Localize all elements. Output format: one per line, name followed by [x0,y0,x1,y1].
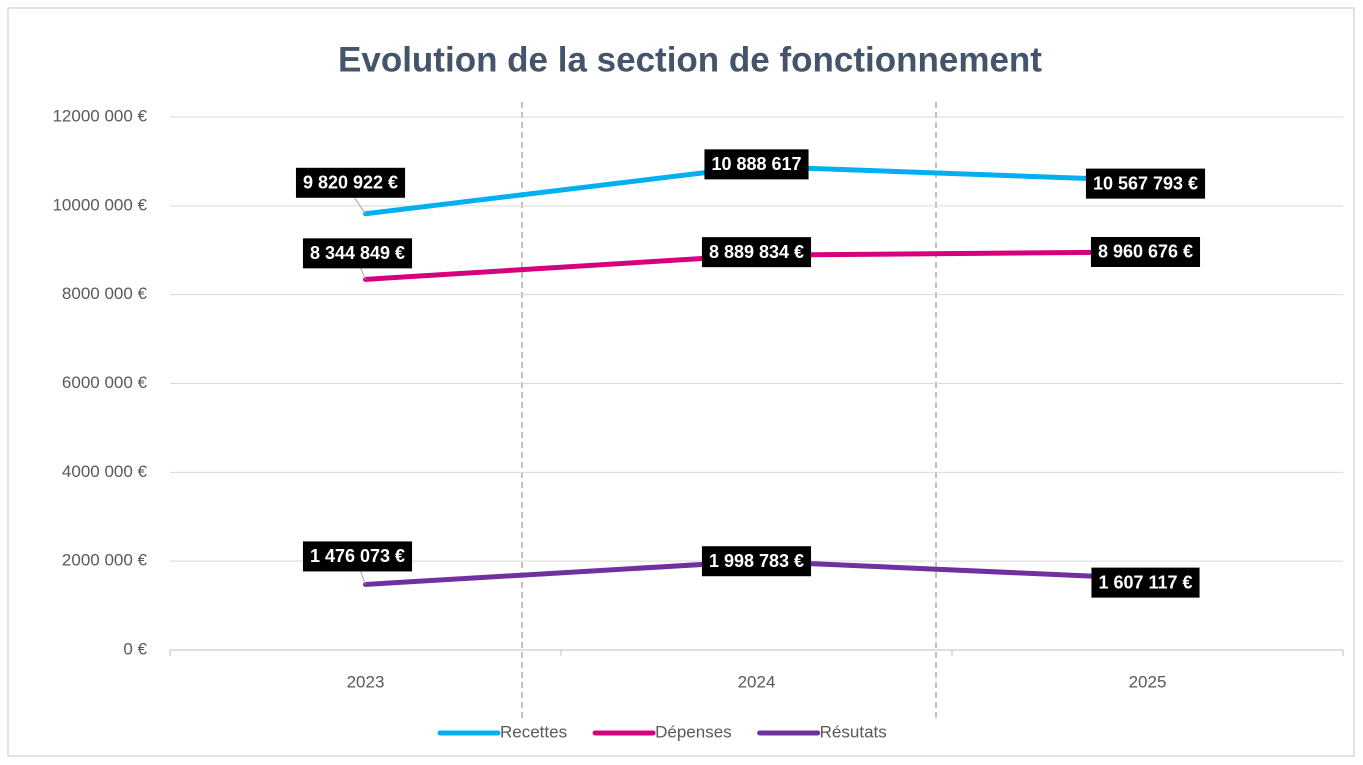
data-label-box [704,149,809,180]
legend-label: Dépenses [655,722,732,741]
y-tick-label: 8000 000 € [62,284,148,303]
data-label: 8 960 676 € [1090,236,1201,267]
legend-label: Recettes [500,722,567,741]
data-label: 10 888 617 [704,149,809,180]
data-label: 9 820 922 € [295,167,406,198]
data-label: 8 344 849 € [302,238,413,269]
data-label-text: 1 998 783 € [709,551,804,571]
data-label: 8 889 834 € [701,237,812,268]
y-tick-label: 6000 000 € [62,373,148,392]
data-label-text: 1 476 073 € [310,546,405,566]
y-tick-label: 12000 000 € [52,106,147,125]
data-label-box [1090,236,1201,267]
data-label-text: 10 888 617 [711,154,801,174]
data-label: 1 607 117 € [1091,567,1200,598]
x-tick-label: 2023 [347,672,385,691]
data-label-text: 1 607 117 € [1098,572,1192,592]
data-label-box [302,238,413,269]
data-label-box [295,167,406,198]
data-label-text: 10 567 793 € [1093,173,1198,193]
data-label: 1 998 783 € [701,546,812,577]
data-label: 10 567 793 € [1085,168,1206,199]
legend-label: Résutats [820,722,887,741]
data-label-text: 8 344 849 € [310,243,405,263]
data-label-box [1091,567,1200,598]
data-label-text: 8 960 676 € [1098,242,1193,262]
x-tick-label: 2024 [738,672,776,691]
data-label-box [302,541,413,572]
y-tick-label: 0 € [123,639,147,658]
chart-title: Evolution de la section de fonctionnemen… [338,40,1042,79]
chart-border [7,7,1355,757]
data-label-box [701,237,812,268]
data-label-text: 8 889 834 € [709,242,804,262]
y-tick-label: 10000 000 € [52,195,147,214]
data-label-box [701,546,812,577]
data-label-box [1085,168,1206,199]
x-tick-label: 2025 [1129,672,1167,691]
data-label-text: 9 820 922 € [303,173,398,193]
y-tick-label: 2000 000 € [62,551,148,570]
data-label: 1 476 073 € [302,541,413,572]
y-tick-label: 4000 000 € [62,462,148,481]
leader-line [352,194,366,215]
